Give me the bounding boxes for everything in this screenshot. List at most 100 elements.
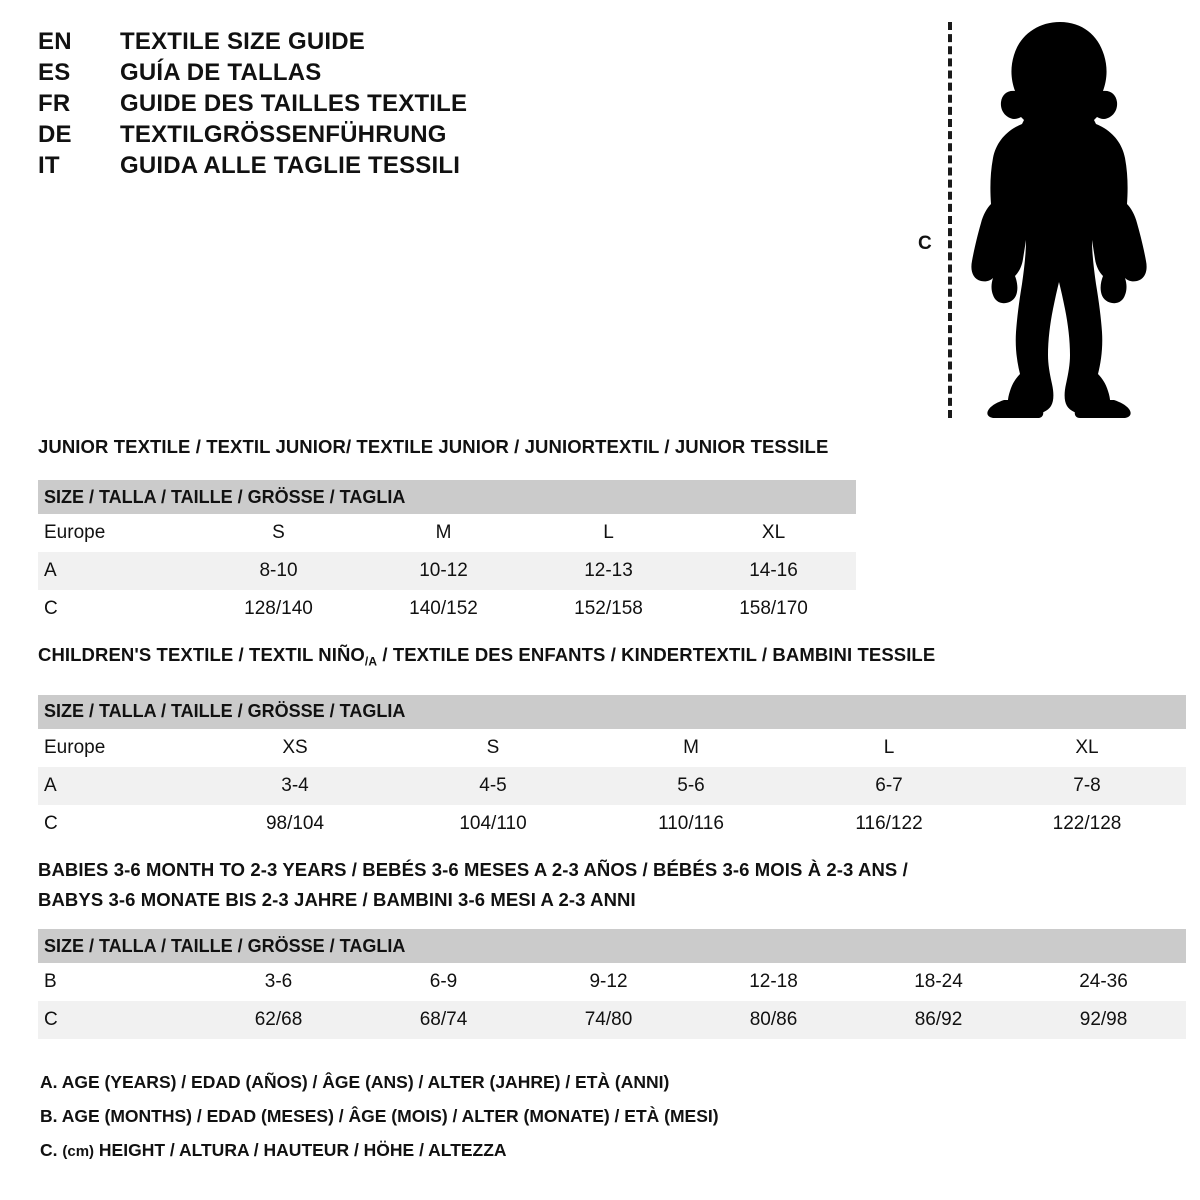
section-title-babies-line1: BABIES 3-6 MONTH TO 2-3 YEARS / BEBÉS 3-… [38, 859, 908, 880]
section-junior-textile: JUNIOR TEXTILE / TEXTIL JUNIOR/ TEXTILE … [38, 432, 857, 628]
table-row: Europe S M L XL [38, 514, 857, 552]
table-row: C 62/68 68/74 74/80 80/86 86/92 92/98 [38, 1001, 1187, 1039]
language-code: EN [38, 28, 72, 55]
cell-value: M [361, 514, 526, 552]
cell-value: 80/86 [691, 1001, 856, 1039]
height-figure-area: C [900, 14, 1190, 424]
cell-value: XL [691, 514, 857, 552]
cell-value: 24-36 [1021, 963, 1187, 1001]
cell-value: 86/92 [856, 1001, 1021, 1039]
legend-line-b: B. AGE (MONTHS) / EDAD (MESES) / ÂGE (MO… [40, 1106, 719, 1126]
table-header-bar: SIZE / TALLA / TAILLE / GRÖSSE / TAGLIA [38, 480, 857, 514]
legend-block: A. AGE (YEARS) / EDAD (AÑOS) / ÂGE (ANS)… [40, 1065, 940, 1169]
legend-unit-cm: (cm) [62, 1143, 95, 1160]
cell-value: 9-12 [526, 963, 691, 1001]
cell-value: 12-18 [691, 963, 856, 1001]
language-code: DE [38, 121, 72, 148]
height-dashed-line [948, 22, 952, 418]
cell-value: 68/74 [361, 1001, 526, 1039]
junior-size-table: SIZE / TALLA / TAILLE / GRÖSSE / TAGLIA … [38, 480, 857, 628]
cell-value: XL [988, 728, 1187, 767]
legend-line-c-post: HEIGHT / ALTURA / HAUTEUR / HÖHE / ALTEZ… [94, 1140, 507, 1160]
table-row: Europe XS S M L XL [38, 728, 1187, 767]
height-measure-label: C [918, 233, 932, 254]
language-code: IT [38, 152, 60, 179]
cell-value: 7-8 [988, 766, 1187, 805]
cell-value: 62/68 [196, 1001, 361, 1039]
cell-value: 8-10 [196, 552, 361, 590]
child-silhouette-icon [971, 22, 1147, 418]
row-label: C [38, 1001, 196, 1039]
language-row-it: IT GUIDA ALLE TAGLIE TESSILI [38, 152, 558, 183]
size-bar-label: SIZE / TALLA / TAILLE / GRÖSSE / TAGLIA [38, 694, 1187, 729]
cell-value: M [592, 728, 790, 767]
legend-line-a: A. AGE (YEARS) / EDAD (AÑOS) / ÂGE (ANS)… [40, 1072, 670, 1092]
table-header-bar: SIZE / TALLA / TAILLE / GRÖSSE / TAGLIA [38, 694, 1187, 729]
cell-value: 6-9 [361, 963, 526, 1001]
language-title: TEXTILE SIZE GUIDE [120, 28, 365, 55]
cell-value: 140/152 [361, 590, 526, 628]
section-title-children-sub: /A [364, 654, 378, 669]
cell-value: 158/170 [691, 590, 857, 628]
language-row-en: EN TEXTILE SIZE GUIDE [38, 28, 558, 59]
children-size-table: SIZE / TALLA / TAILLE / GRÖSSE / TAGLIA … [38, 694, 1187, 843]
legend-line-c: C. (cm) HEIGHT / ALTURA / HAUTEUR / HÖHE… [40, 1133, 940, 1169]
row-label: Europe [38, 728, 196, 767]
row-label: B [38, 963, 196, 1001]
cell-value: 92/98 [1021, 1001, 1187, 1039]
table-row: B 3-6 6-9 9-12 12-18 18-24 24-36 [38, 963, 1187, 1001]
cell-value: L [790, 728, 988, 767]
babies-size-table: SIZE / TALLA / TAILLE / GRÖSSE / TAGLIA … [38, 929, 1187, 1039]
cell-value: 98/104 [196, 804, 394, 843]
language-code: FR [38, 90, 71, 117]
cell-value: XS [196, 728, 394, 767]
cell-value: 152/158 [526, 590, 691, 628]
section-title-children: CHILDREN'S TEXTILE / TEXTIL NIÑO/A / TEX… [38, 640, 1186, 677]
cell-value: 74/80 [526, 1001, 691, 1039]
cell-value: 3-4 [196, 766, 394, 805]
table-row: A 8-10 10-12 12-13 14-16 [38, 552, 857, 590]
language-row-de: DE TEXTILGRÖSSENFÜHRUNG [38, 121, 558, 152]
cell-value: 4-5 [394, 766, 592, 805]
table-row: A 3-4 4-5 5-6 6-7 7-8 [38, 766, 1187, 805]
section-title-children-pre: CHILDREN'S TEXTILE / TEXTIL NIÑO [38, 644, 365, 665]
row-label: C [38, 590, 196, 628]
section-title-children-post: / TEXTILE DES ENFANTS / KINDERTEXTIL / B… [377, 644, 936, 665]
size-bar-label: SIZE / TALLA / TAILLE / GRÖSSE / TAGLIA [38, 929, 1187, 963]
language-row-fr: FR GUIDE DES TAILLES TEXTILE [38, 90, 558, 121]
section-children-textile: CHILDREN'S TEXTILE / TEXTIL NIÑO/A / TEX… [38, 640, 1187, 843]
cell-value: 122/128 [988, 804, 1187, 843]
language-title: GUIDA ALLE TAGLIE TESSILI [120, 152, 461, 179]
language-header: EN TEXTILE SIZE GUIDE ES GUÍA DE TALLAS … [38, 28, 558, 183]
table-row: C 128/140 140/152 152/158 158/170 [38, 590, 857, 628]
cell-value: 18-24 [856, 963, 1021, 1001]
cell-value: 10-12 [361, 552, 526, 590]
row-label: Europe [38, 514, 196, 552]
table-row: C 98/104 104/110 110/116 116/122 122/128 [38, 804, 1187, 843]
row-label: A [38, 552, 196, 590]
section-title-babies-line2: BABYS 3-6 MONATE BIS 2-3 JAHRE / BAMBINI… [38, 889, 636, 910]
cell-value: 128/140 [196, 590, 361, 628]
cell-value: 6-7 [790, 766, 988, 805]
cell-value: 14-16 [691, 552, 857, 590]
table-header-bar: SIZE / TALLA / TAILLE / GRÖSSE / TAGLIA [38, 929, 1187, 963]
section-babies-textile: BABIES 3-6 MONTH TO 2-3 YEARS / BEBÉS 3-… [38, 855, 1187, 1039]
cell-value: S [196, 514, 361, 552]
language-title: GUÍA DE TALLAS [120, 59, 322, 86]
cell-value: 110/116 [592, 804, 790, 843]
row-label: C [38, 804, 196, 843]
language-code: ES [38, 59, 71, 86]
section-title-junior: JUNIOR TEXTILE / TEXTIL JUNIOR/ TEXTILE … [38, 436, 829, 457]
legend-line-c-pre: C. [40, 1140, 63, 1160]
cell-value: 116/122 [790, 804, 988, 843]
cell-value: L [526, 514, 691, 552]
language-row-es: ES GUÍA DE TALLAS [38, 59, 558, 90]
size-bar-label: SIZE / TALLA / TAILLE / GRÖSSE / TAGLIA [38, 480, 857, 514]
cell-value: S [394, 728, 592, 767]
language-title: GUIDE DES TAILLES TEXTILE [120, 90, 468, 117]
row-label: A [38, 766, 196, 805]
cell-value: 3-6 [196, 963, 361, 1001]
language-title: TEXTILGRÖSSENFÜHRUNG [120, 121, 447, 148]
cell-value: 5-6 [592, 766, 790, 805]
